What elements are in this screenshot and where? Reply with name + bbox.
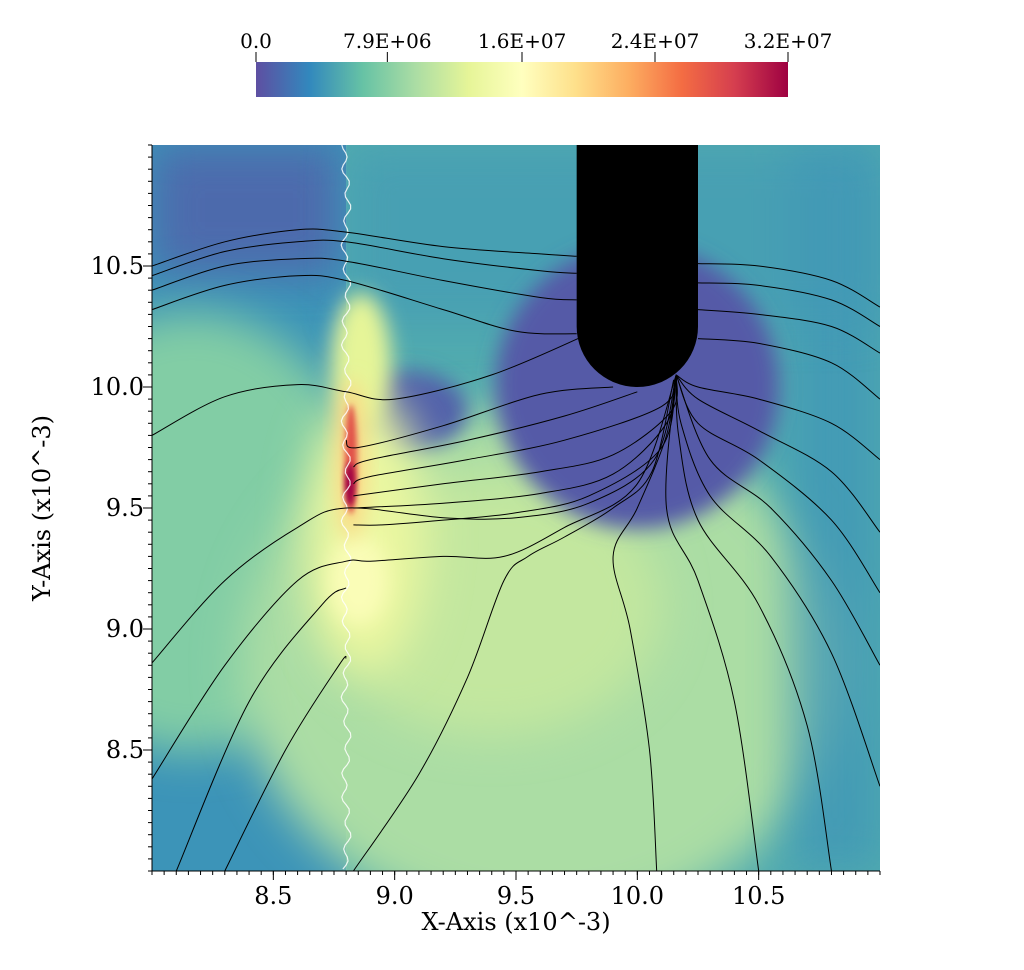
streamline	[345, 386, 614, 449]
colorbar-tick-label: 2.4E+07	[611, 29, 700, 53]
streamline	[152, 239, 577, 277]
x-tick-label: 9.0	[376, 882, 414, 910]
streamline	[675, 374, 880, 533]
colorbar-tick-label: 0.0	[240, 29, 272, 53]
field-interface-yellow	[328, 535, 389, 626]
streamlines	[152, 228, 880, 871]
y-tick-label: 10.0	[91, 373, 144, 401]
streamline	[675, 374, 832, 871]
streamline	[697, 309, 880, 354]
field-left-top	[152, 145, 347, 275]
colorbar: 0.0 7.9E+06 1.6E+07 2.4E+07 3.2E+07	[240, 29, 832, 97]
colorbar-tick-label: 7.9E+06	[343, 29, 432, 53]
streamline	[353, 374, 677, 509]
streamline	[152, 228, 577, 267]
x-axis-label: X-Axis (x10^-3)	[421, 908, 610, 936]
streamline	[675, 374, 880, 787]
streamline	[152, 274, 577, 335]
streamline	[353, 391, 638, 468]
streamline	[675, 374, 880, 666]
streamline	[352, 379, 675, 871]
streamline	[612, 374, 677, 871]
y-tick-label: 10.5	[91, 252, 144, 280]
x-tick-label: 8.5	[254, 882, 292, 910]
y-tick-label: 8.5	[106, 736, 144, 764]
streamline	[353, 374, 677, 485]
colorbar-tick-label: 1.6E+07	[478, 29, 567, 53]
axes: 8.5 9.0 9.5 10.0 10.5 8.5 9.0 9.5 10.0 10.5	[91, 144, 881, 910]
x-tick-label: 9.5	[497, 882, 535, 910]
colorbar-tick-label: 3.2E+07	[744, 29, 833, 53]
obstacle-shape	[576, 145, 698, 387]
y-tick-label: 9.5	[106, 494, 144, 522]
y-axis-label: Y-Axis (x10^-3)	[28, 415, 56, 602]
colorbar-bar	[256, 62, 788, 97]
streamline	[697, 263, 880, 308]
streamline	[697, 338, 880, 400]
streamline	[353, 374, 677, 526]
streamline	[697, 282, 880, 327]
streamline	[152, 374, 677, 780]
streamline	[152, 374, 677, 664]
streamline	[152, 257, 577, 301]
streamline	[152, 333, 589, 436]
streamline	[675, 374, 880, 593]
obstacle	[576, 145, 698, 387]
streamline	[665, 374, 760, 871]
field-interface-glow	[306, 392, 427, 673]
y-tick-label: 9.0	[106, 615, 144, 643]
x-tick-label: 10.5	[732, 882, 785, 910]
streamline	[224, 655, 347, 871]
colorbar-ticks: 0.0 7.9E+06 1.6E+07 2.4E+07 3.2E+07	[240, 29, 832, 62]
x-tick-label: 10.0	[611, 882, 664, 910]
streamline	[675, 374, 880, 461]
streamline	[175, 587, 347, 871]
interface-line	[340, 145, 352, 870]
